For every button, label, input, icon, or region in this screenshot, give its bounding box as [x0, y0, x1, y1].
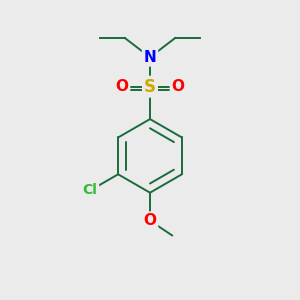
Text: O: O [143, 213, 157, 228]
Text: N: N [144, 50, 156, 65]
Text: O: O [116, 79, 128, 94]
Text: S: S [144, 78, 156, 96]
Text: Cl: Cl [82, 184, 98, 197]
Text: O: O [172, 79, 184, 94]
